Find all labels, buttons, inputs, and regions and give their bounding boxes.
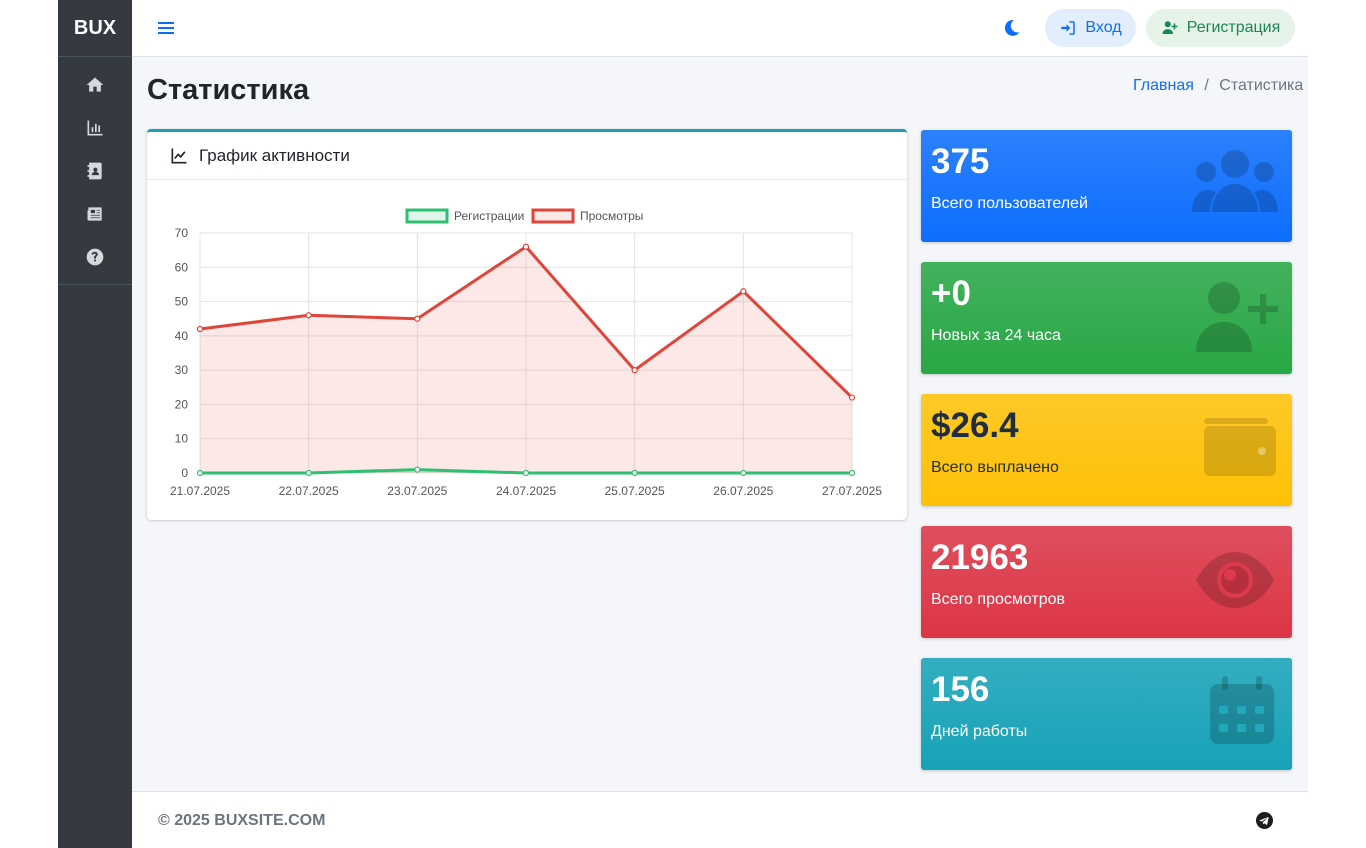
chart-y-tick-label: 50 — [175, 295, 189, 309]
breadcrumb-home-link[interactable]: Главная — [1133, 77, 1194, 94]
chart-y-tick-label: 0 — [181, 466, 188, 480]
chart-line-icon — [171, 148, 187, 163]
chart-x-tick-label: 21.07.2025 — [170, 484, 230, 498]
footer-copyright: © 2025 BUXSITE.COM — [158, 812, 326, 829]
menu-toggle-icon[interactable] — [158, 19, 174, 37]
chart-x-tick-label: 23.07.2025 — [387, 484, 447, 498]
stat-value: 21963 — [931, 538, 1029, 577]
user-plus-icon — [1196, 282, 1278, 352]
sign-in-icon — [1061, 21, 1076, 35]
sidebar-item-contacts[interactable] — [58, 149, 132, 192]
breadcrumb-current: Статистика — [1219, 77, 1304, 94]
footer: © 2025 BUXSITE.COM — [132, 791, 1308, 848]
wallet-icon — [1204, 418, 1276, 476]
breadcrumb-separator: / — [1204, 77, 1209, 94]
sidebar-item-help[interactable] — [58, 235, 132, 278]
chart-data-point — [848, 394, 856, 401]
chart-data-point — [305, 469, 312, 477]
chart-data-point — [522, 243, 530, 250]
chart-y-tick-label: 30 — [175, 363, 189, 377]
activity-line-chart: 0 10 20 30 40 50 60 70 21.07.2025 22.07.2025 23.07… — [170, 208, 882, 498]
chart-legend-label: Регистрации — [454, 209, 524, 223]
stat-label: Всего пользователей — [931, 195, 1088, 212]
stat-value: +0 — [931, 274, 971, 313]
stat-value: $26.4 — [931, 406, 1019, 445]
chart-data-point — [740, 469, 747, 477]
chart-y-tick-label: 60 — [175, 260, 189, 274]
top-navbar: Вход Регистрация — [132, 0, 1308, 57]
stat-card-users: 375 Всего пользователей — [921, 130, 1292, 242]
stat-label: Всего просмотров — [931, 591, 1066, 608]
chart-y-tick-label: 40 — [175, 329, 189, 343]
newspaper-icon — [87, 206, 102, 221]
chart-data-point — [740, 288, 747, 295]
stat-card-payouts: $26.4 Всего выплачено — [921, 394, 1292, 506]
stat-label: Новых за 24 часа — [931, 327, 1061, 344]
chart-data-point — [522, 469, 530, 477]
page-title: Статистика — [147, 74, 310, 106]
chart-x-tick-label: 22.07.2025 — [279, 484, 339, 498]
chart-data-point — [631, 367, 638, 374]
chart-data-point — [414, 466, 421, 473]
stat-label: Дней работы — [931, 723, 1028, 740]
question-circle-icon — [86, 248, 104, 265]
login-button[interactable]: Вход — [1045, 9, 1136, 47]
chart-data-point — [196, 469, 204, 477]
sidebar-item-home[interactable] — [58, 63, 132, 106]
sidebar-item-statistics[interactable] — [58, 106, 132, 149]
chart-x-tick-label: 27.07.2025 — [822, 484, 882, 498]
chart-data-point — [414, 315, 421, 322]
chart-card-header: График активности — [147, 132, 907, 180]
activity-chart-card: График активности 0 10 20 30 40 50 60 70 21.07.2… — [147, 129, 907, 520]
sidebar-nav — [58, 57, 132, 285]
register-label: Регистрация — [1186, 19, 1281, 36]
stat-label: Всего выплачено — [931, 459, 1059, 476]
sidebar-item-news[interactable] — [58, 192, 132, 235]
stat-card-days: 156 Дней работы — [921, 658, 1292, 770]
chart-data-point — [848, 469, 856, 477]
brand-logo[interactable]: BUX — [58, 0, 132, 57]
chart-x-tick-label: 24.07.2025 — [496, 484, 556, 498]
eye-icon — [1196, 552, 1274, 608]
chart-x-tick-label: 25.07.2025 — [605, 484, 665, 498]
telegram-icon[interactable] — [1256, 812, 1273, 829]
stat-value: 375 — [931, 142, 990, 181]
chart-legend-swatch — [531, 208, 575, 224]
sidebar: BUX — [58, 0, 132, 848]
home-icon — [86, 77, 104, 92]
dark-mode-toggle-icon[interactable] — [1002, 18, 1022, 38]
chart-legend-swatch — [405, 208, 449, 224]
chart-card-title: График активности — [199, 145, 350, 165]
register-button[interactable]: Регистрация — [1146, 9, 1295, 47]
chart-legend-label: Просмотры — [580, 209, 643, 223]
chart-series-area — [200, 246, 852, 473]
chart-data-point — [196, 325, 204, 333]
chart-y-tick-label: 20 — [175, 397, 189, 411]
stat-card-views: 21963 Всего просмотров — [921, 526, 1292, 638]
address-book-icon — [87, 162, 102, 179]
stat-value: 156 — [931, 670, 990, 709]
app-frame: BUX Вход — [58, 0, 1308, 848]
login-label: Вход — [1085, 19, 1122, 36]
chart-x-tick-label: 26.07.2025 — [713, 484, 773, 498]
chart-data-point — [305, 312, 312, 319]
chart-bar-icon — [87, 120, 103, 135]
chart-y-tick-label: 70 — [175, 226, 189, 240]
chart-y-tick-label: 10 — [175, 432, 189, 446]
stat-card-new-users: +0 Новых за 24 часа — [921, 262, 1292, 374]
users-icon — [1192, 150, 1278, 212]
user-plus-icon — [1162, 21, 1178, 34]
breadcrumb: Главная / Статистика — [1133, 77, 1303, 95]
calendar-icon — [1210, 676, 1274, 744]
chart-data-point — [631, 469, 638, 477]
